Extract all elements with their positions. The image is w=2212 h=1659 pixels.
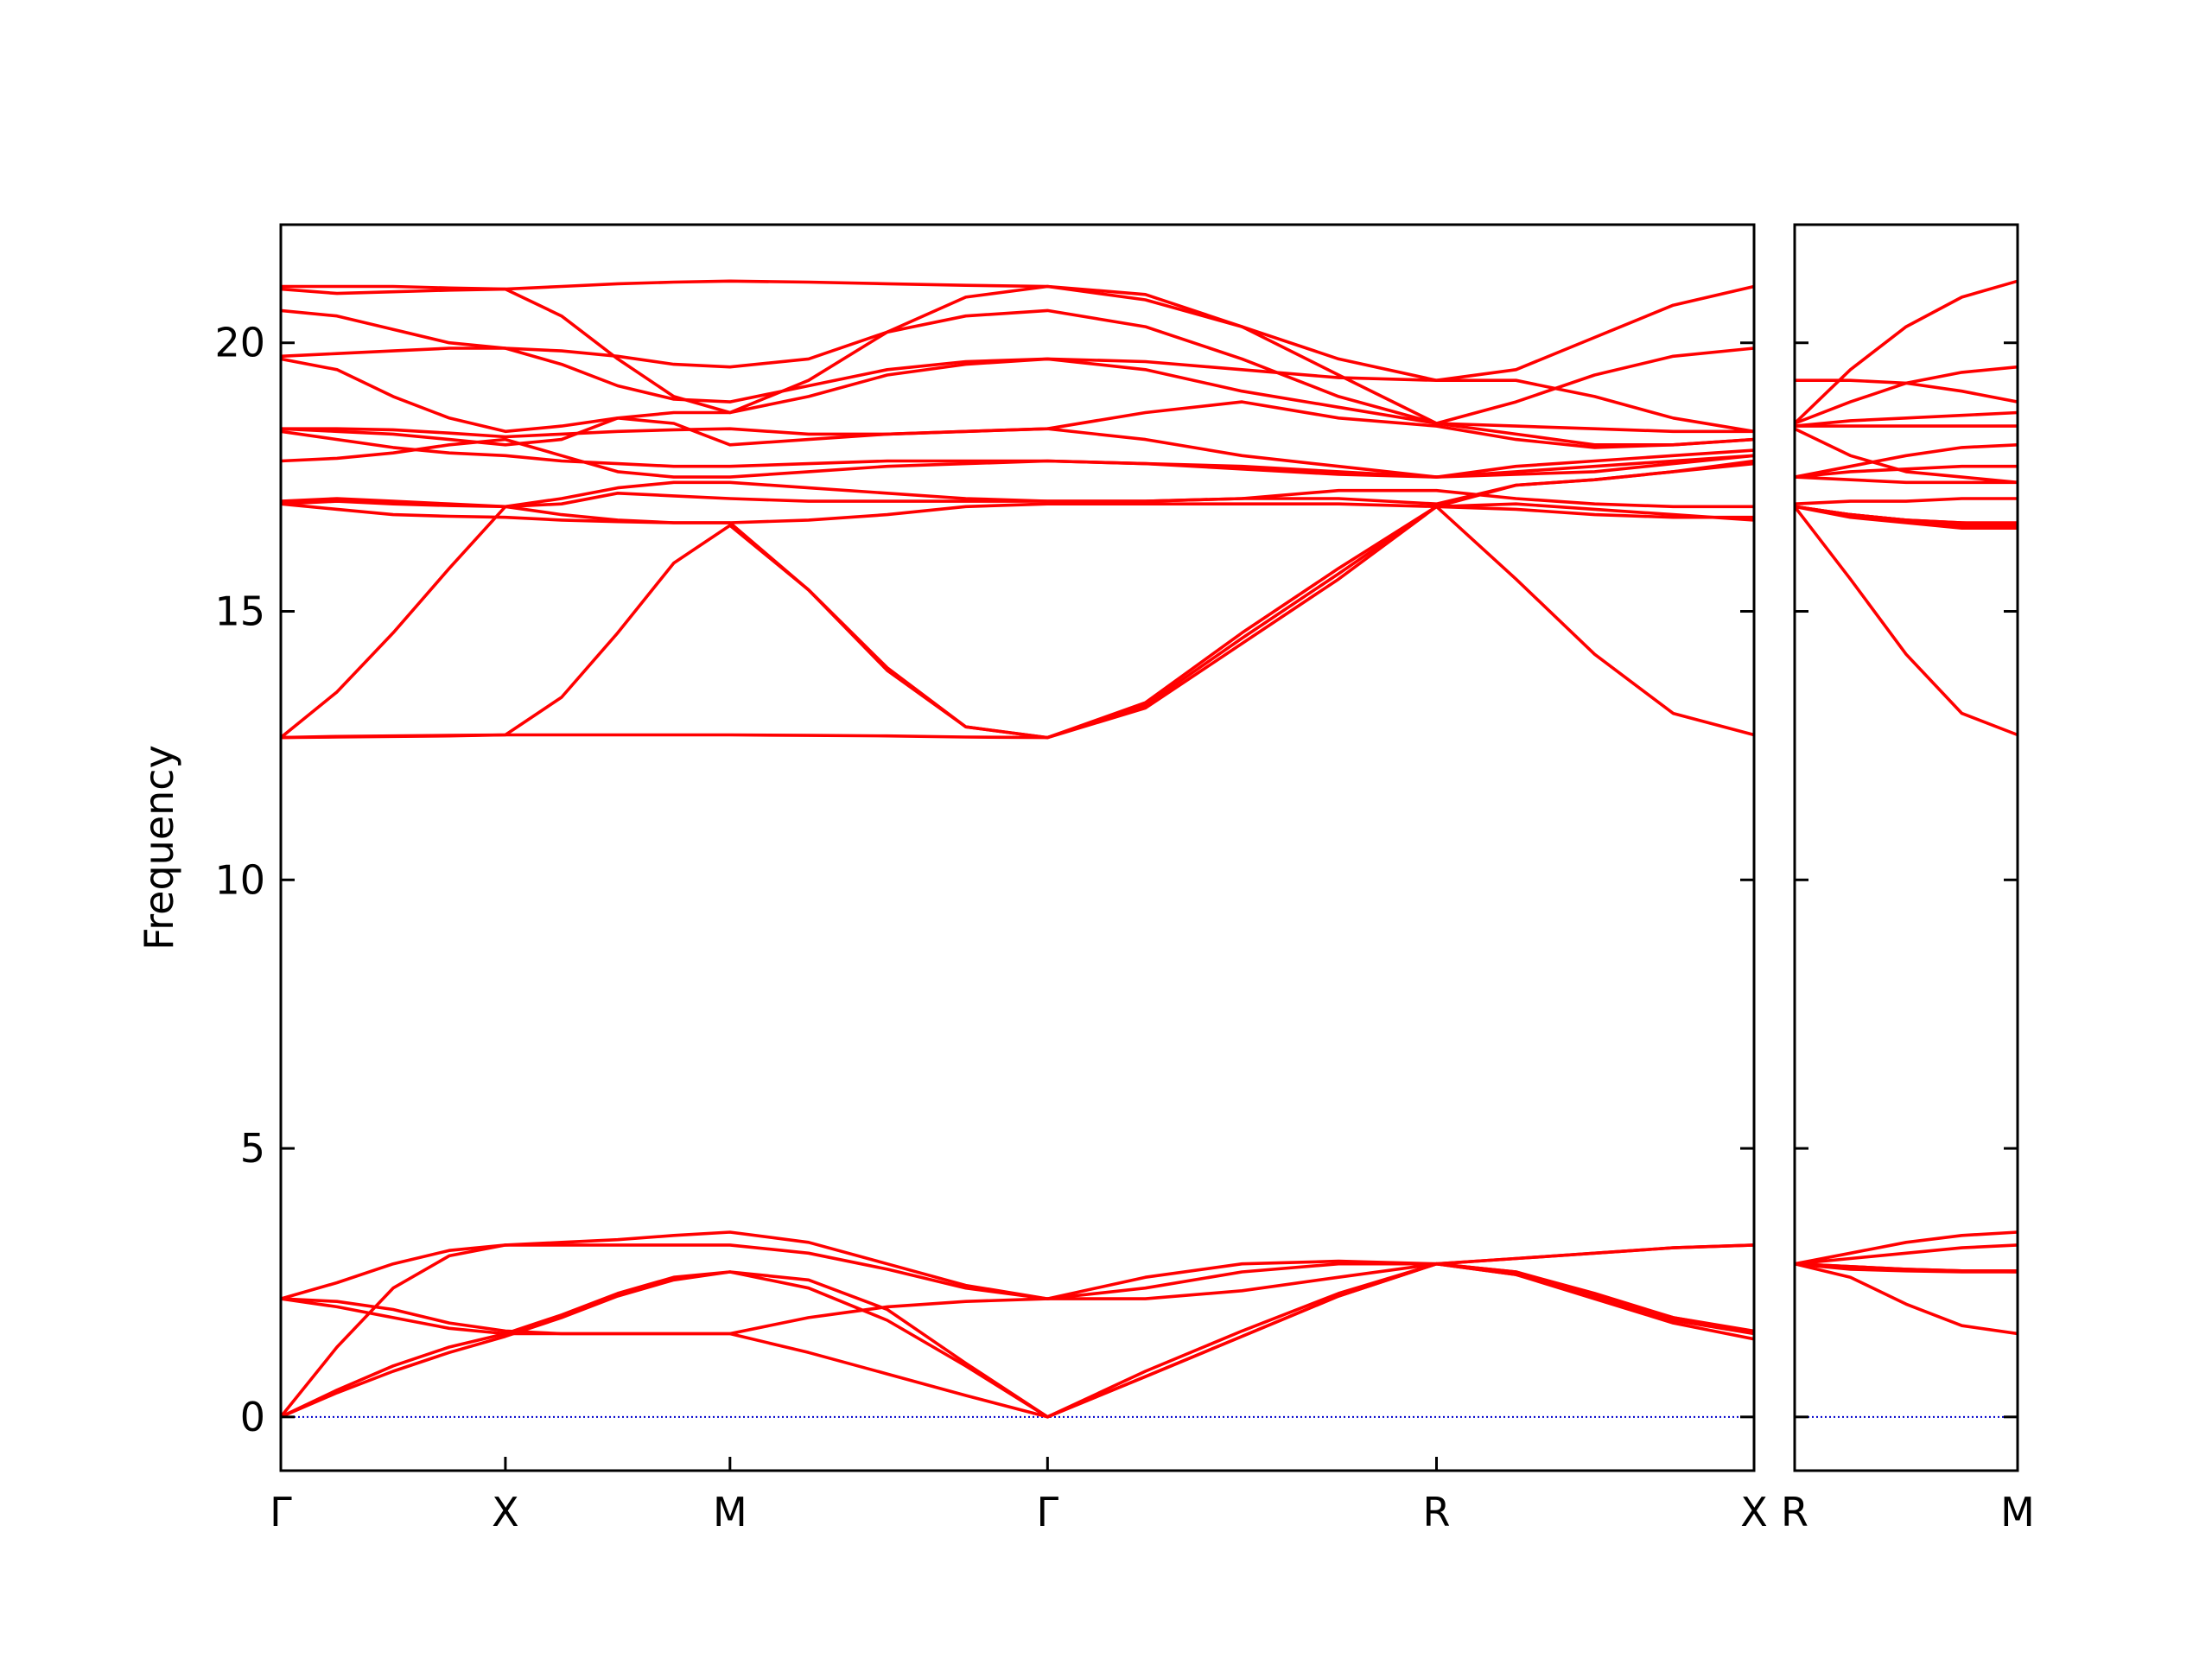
x-tick-label: R: [1423, 1489, 1451, 1535]
band-line: [281, 308, 1754, 425]
y-tick-label: 15: [214, 588, 265, 635]
x-tick-label: R: [1781, 1489, 1808, 1535]
x-tick-label: X: [492, 1489, 519, 1535]
band-line: [281, 1230, 1754, 1418]
y-tick-label: 20: [214, 320, 265, 366]
band-line: [1795, 1243, 2018, 1266]
x-tick-label: Γ: [270, 1489, 292, 1535]
plot-frame: [279, 223, 1756, 1472]
band-line: [281, 505, 1754, 740]
band-line: [1795, 279, 2018, 425]
band-line: [281, 480, 1754, 509]
band-line: [281, 284, 1754, 447]
plot-frame: [1793, 223, 2019, 1472]
band-line: [281, 1262, 1754, 1336]
band-line: [1795, 505, 2018, 737]
band-line: [1795, 365, 2018, 425]
band-line: [281, 502, 1754, 524]
y-tick-label: 10: [214, 856, 265, 903]
band-line: [281, 1243, 1754, 1300]
band-line: [1795, 505, 2018, 530]
band-line: [1795, 443, 2018, 479]
band-line: [1795, 1262, 2018, 1336]
band-line: [281, 416, 1754, 479]
band-line: [1795, 1230, 2018, 1266]
panel: 0 5 10 15 20 Γ X M Γ R X Frequency: [136, 223, 1768, 1535]
band-line: [281, 279, 1754, 382]
x-tick-label: X: [1740, 1489, 1768, 1535]
band-line: [1795, 505, 2018, 527]
x-tick-label: Γ: [1037, 1489, 1059, 1535]
band-line: [1795, 410, 2018, 428]
band-line: [1795, 1262, 2018, 1274]
y-tick-label: 0: [240, 1394, 265, 1440]
band-line: [1795, 475, 2018, 485]
band-line: [281, 1262, 1754, 1419]
band-line: [281, 502, 1754, 740]
x-tick-label: M: [2000, 1489, 2035, 1535]
band-line: [281, 429, 1754, 479]
x-tick-label: M: [713, 1489, 747, 1535]
band-line: [281, 437, 1754, 479]
band-line: [281, 357, 1754, 434]
band-line: [1795, 427, 2018, 485]
bands: [1795, 279, 2018, 1336]
band-line: [281, 346, 1754, 434]
band-line: [281, 1262, 1754, 1419]
y-tick-label: 5: [240, 1125, 265, 1172]
y-axis-label: Frequency: [136, 745, 182, 950]
band-line: [1795, 464, 2018, 479]
bands: [281, 279, 1754, 1419]
band-line: [1795, 497, 2018, 505]
band-line: [281, 1262, 1754, 1419]
